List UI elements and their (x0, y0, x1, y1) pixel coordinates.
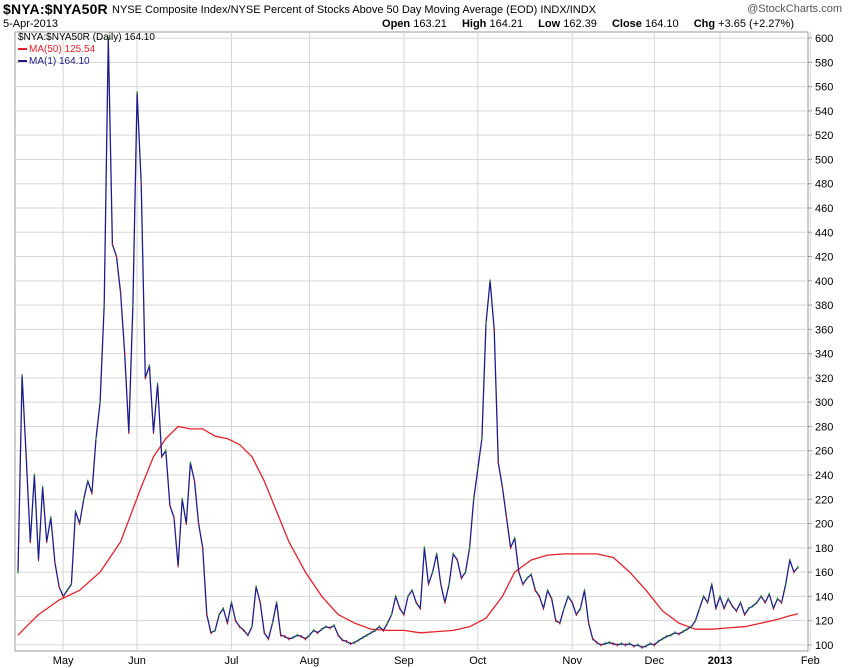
y-tick-label: 240 (815, 470, 833, 482)
x-tick-label: May (53, 655, 74, 667)
y-tick-label: 600 (815, 33, 833, 45)
y-tick-label: 160 (815, 567, 833, 579)
legend-ma1: MA(1) 164.10 (18, 56, 155, 68)
y-tick-label: 100 (815, 640, 833, 652)
chart-date: 5-Apr-2013 (3, 18, 59, 30)
y-tick-label: 560 (815, 82, 833, 94)
low-value: 162.39 (563, 18, 597, 30)
chg-label: Chg (693, 18, 716, 30)
y-tick-label: 200 (815, 519, 833, 531)
close-value: 164.10 (644, 18, 679, 30)
y-tick-label: 420 (815, 252, 833, 264)
y-tick-label: 320 (815, 373, 833, 385)
open-value: 163.21 (413, 18, 447, 30)
legend-main-text: $NYA:$NYA50R (Daily) 164.10 (18, 32, 155, 43)
legend-ma50: MA(50) 125.54 (18, 44, 155, 56)
legend-ma1-text: MA(1) 164.10 (29, 56, 90, 67)
y-tick-label: 500 (815, 154, 833, 166)
legend-ma50-swatch (18, 48, 27, 51)
legend-ma1-swatch (18, 60, 27, 63)
y-tick-label: 300 (815, 397, 833, 409)
chg-value: +3.65 (+2.27%) (718, 18, 794, 30)
chart-legend: $NYA:$NYA50R (Daily) 164.10 MA(50) 125.5… (18, 32, 155, 68)
y-tick-label: 340 (815, 349, 833, 361)
brand-watermark: @StockCharts.com (747, 3, 842, 15)
legend-main: $NYA:$NYA50R (Daily) 164.10 (18, 32, 155, 44)
x-tick-label: 2013 (708, 655, 732, 667)
close-label: Close (611, 18, 642, 30)
chart-header: $NYA:$NYA50R NYSE Composite Index/NYSE P… (0, 0, 850, 32)
y-tick-label: 580 (815, 57, 833, 69)
ohlc-readout: Open 163.21 High 164.21 Low 162.39 Close… (382, 18, 806, 30)
y-tick-label: 180 (815, 543, 833, 555)
x-tick-label: Aug (300, 655, 320, 667)
y-tick-label: 480 (815, 179, 833, 191)
y-tick-label: 360 (815, 324, 833, 336)
y-tick-label: 380 (815, 300, 833, 312)
y-tick-label: 520 (815, 130, 833, 142)
chart-symbol: $NYA:$NYA50R (3, 1, 108, 17)
y-tick-label: 260 (815, 446, 833, 458)
y-tick-label: 280 (815, 421, 833, 433)
legend-ma50-text: MA(50) 125.54 (29, 44, 96, 55)
y-tick-label: 120 (815, 616, 833, 628)
plot-frame (14, 31, 809, 652)
series-line (17, 425, 799, 636)
high-value: 164.21 (489, 18, 524, 30)
open-label: Open (382, 18, 411, 30)
chart-description: NYSE Composite Index/NYSE Percent of Sto… (112, 4, 597, 16)
x-tick-label: Dec (645, 655, 665, 667)
x-tick-label: Sep (394, 655, 414, 667)
y-tick-label: 400 (815, 276, 833, 288)
y-tick-label: 220 (815, 494, 833, 506)
x-tick-label: Oct (469, 655, 486, 667)
y-tick-label: 540 (815, 106, 833, 118)
y-tick-label: 440 (815, 227, 833, 239)
x-tick-label: Jun (128, 655, 146, 667)
y-tick-label: 460 (815, 203, 833, 215)
low-label: Low (538, 18, 561, 30)
x-tick-label: Nov (562, 655, 582, 667)
y-tick-label: 140 (815, 591, 833, 603)
high-label: High (461, 18, 487, 30)
x-tick-label: Feb (801, 655, 820, 667)
x-tick-label: Jul (224, 655, 238, 667)
